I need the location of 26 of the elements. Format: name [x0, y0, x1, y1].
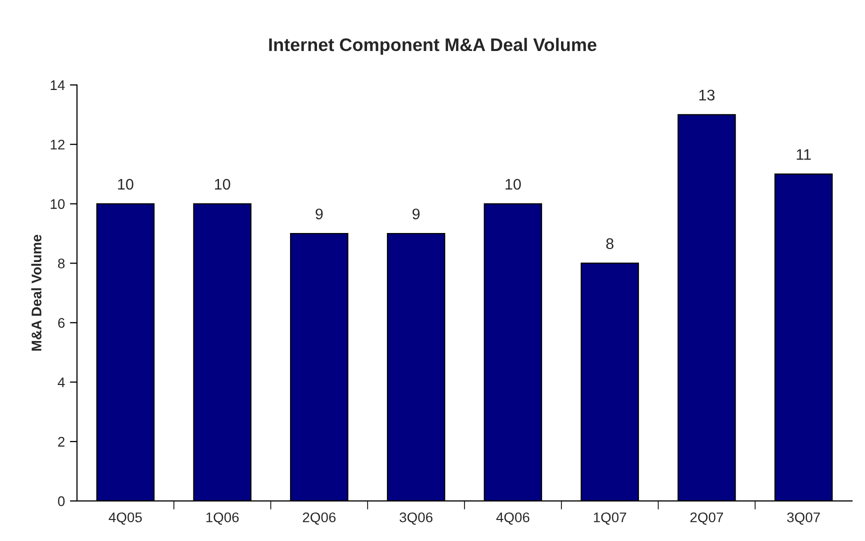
- data-label: 11: [796, 149, 811, 160]
- y-tick-label: 6: [58, 318, 65, 328]
- data-label: 9: [412, 208, 420, 220]
- y-tick-label: 12: [50, 140, 64, 150]
- data-label: 13: [699, 90, 715, 101]
- x-tick-label: 4Q06: [496, 512, 530, 525]
- y-tick-label: 14: [50, 80, 65, 90]
- y-tick-label: 2: [58, 436, 64, 447]
- data-label: 8: [606, 238, 614, 250]
- y-axis-title: M&A Deal Volume: [31, 234, 42, 351]
- y-tick-label: 4: [58, 378, 65, 388]
- data-label: 10: [118, 178, 134, 190]
- x-tick-label: 3Q07: [787, 512, 820, 525]
- x-tick-label: 4Q05: [108, 512, 142, 525]
- y-tick-label: 8: [58, 258, 65, 268]
- chart-title: Internet Component M&A Deal Volume: [269, 38, 596, 55]
- x-tick-label: 1Q06: [206, 512, 239, 525]
- x-tick-label: 1Q07: [594, 512, 626, 525]
- x-tick-label: 2Q06: [302, 512, 336, 525]
- y-tick-label: 10: [50, 199, 65, 209]
- data-label: 10: [506, 178, 521, 190]
- data-label: 10: [214, 178, 230, 190]
- data-label: 9: [316, 208, 323, 220]
- y-tick-label: 0: [58, 496, 65, 506]
- x-tick-label: 2Q07: [690, 512, 723, 525]
- x-tick-label: 3Q06: [400, 512, 432, 525]
